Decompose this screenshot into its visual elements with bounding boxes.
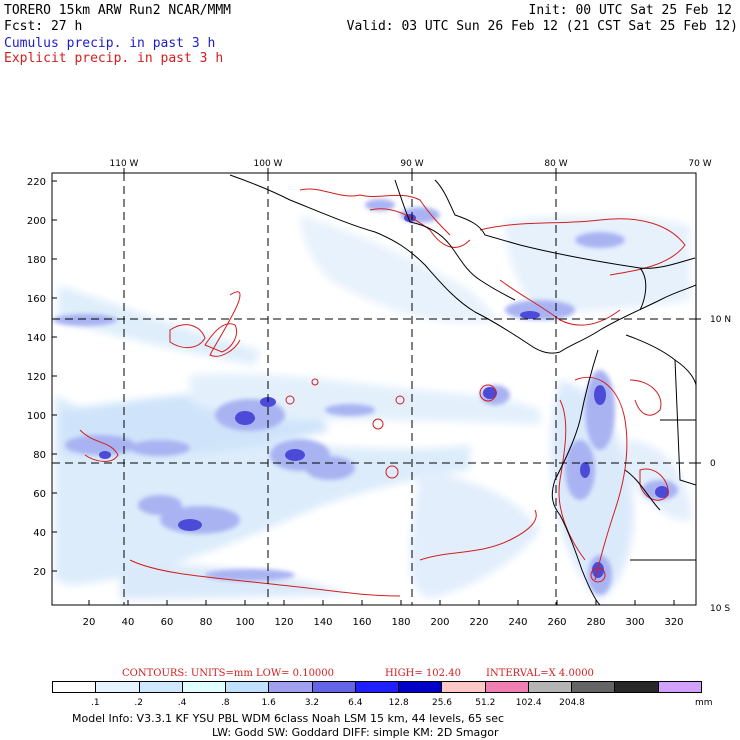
colorbar-units: mm [695,698,713,708]
colorbar-swatch [53,682,97,692]
x-tick-label: 160 [352,617,371,628]
y-tick-label: 180 [27,255,46,266]
contour-info: CONTOURS: UNITS=mm LOW= 0.10000 [122,668,335,679]
x-tick-label: 180 [391,617,410,628]
model-info-line1: Model Info: V3.3.1 KF YSU PBL WDM 6class… [72,712,505,725]
lon-label-80w: 80 W [544,159,567,169]
colorbar-swatch [528,682,573,692]
x-tick-label: 60 [161,617,174,628]
map-plot-area [52,173,696,605]
y-tick-label: 60 [33,489,46,500]
y-tick-label: 100 [27,411,46,422]
lat-label-10s: 10 S [710,604,730,614]
x-tick-label: 40 [122,617,135,628]
map-frame [51,172,697,606]
cumulus-legend: Cumulus precip. in past 3 h [4,36,216,51]
forecast-hour: Fcst: 27 h [4,19,83,34]
x-tick-label: 320 [664,617,683,628]
x-tick-label: 280 [586,617,605,628]
colorbar-label: .1 [91,698,100,708]
colorbar [52,681,702,693]
graticule [52,173,696,605]
y-tick-label: 120 [27,372,46,383]
x-tick-label: 220 [469,617,488,628]
lon-label-100w: 100 W [254,159,283,169]
contour-interval: INTERVAL=X 4.0000 [486,668,594,679]
model-run-title: TORERO 15km ARW Run2 NCAR/MMM [4,3,231,18]
valid-time: Valid: 03 UTC Sun 26 Feb 12 (21 CST Sat … [346,19,738,34]
x-tick-label: 260 [547,617,566,628]
x-grid-index-labels: 20 40 60 80 100 120 140 160 180 200 220 … [83,617,684,628]
y-tick-label: 20 [33,567,46,578]
colorbar-swatch [658,682,701,692]
x-tick-label: 300 [625,617,644,628]
colorbar-label: 1.6 [261,698,276,708]
contour-high: HIGH= 102.40 [385,668,461,679]
y-tick-label: 40 [33,528,46,539]
y-grid-index-labels: 220 200 180 160 140 120 100 80 60 40 20 [27,177,46,578]
colorbar-swatch [226,682,270,692]
latitude-labels: 10 N 0 10 S [710,315,731,614]
x-tick-label: 240 [508,617,527,628]
x-tick-label: 200 [430,617,449,628]
y-tick-label: 140 [27,333,46,344]
colorbar-swatch [269,682,313,692]
explicit-legend: Explicit precip. in past 3 h [4,51,224,66]
colorbar-label: 204.8 [559,698,585,708]
colorbar-label: .2 [134,698,143,708]
y-tick-label: 200 [27,216,46,227]
lat-label-0: 0 [710,459,716,469]
colorbar-swatch [442,682,486,692]
lon-label-90w: 90 W [400,159,423,169]
model-info-line2: LW: Godd SW: Goddard DIFF: simple KM: 2D… [212,726,499,739]
colorbar-swatch [399,682,443,692]
colorbar-label: 3.2 [304,698,320,708]
colorbar-label: 25.6 [431,698,453,708]
y-tick-label: 220 [27,177,46,188]
colorbar-swatch [182,682,227,692]
x-tick-label: 100 [235,617,254,628]
medium-precip-shading [53,199,678,595]
y-tick-label: 160 [27,294,46,305]
lon-label-110w: 110 W [110,159,139,169]
longitude-labels: 110 W 100 W 90 W 80 W 70 W [110,159,712,169]
lat-label-10n: 10 N [710,315,731,325]
colorbar-swatch [139,682,183,692]
lon-label-70w: 70 W [688,159,711,169]
colorbar-swatch [312,682,356,692]
colorbar-swatch [615,682,659,692]
colorbar-swatch [572,682,616,692]
x-tick-label: 20 [83,617,96,628]
x-tick-label: 140 [313,617,332,628]
init-time: Init: 00 UTC Sat 25 Feb 12 [528,3,733,18]
axis-tick-marks [52,168,701,605]
coastlines [229,174,696,605]
colorbar-label: 12.8 [388,698,409,708]
colorbar-label: 6.4 [348,698,363,708]
y-tick-label: 80 [33,450,46,461]
colorbar-swatch [96,682,140,692]
colorbar-swatch [355,682,400,692]
x-tick-label: 80 [200,617,213,628]
explicit-precip-contours [79,188,686,597]
colorbar-label: 51.2 [475,698,496,708]
x-tick-label: 120 [274,617,293,628]
colorbar-label: .4 [177,698,187,708]
colorbar-swatch [485,682,529,692]
colorbar-label: 102.4 [515,698,542,708]
colorbar-label: .8 [221,698,230,708]
